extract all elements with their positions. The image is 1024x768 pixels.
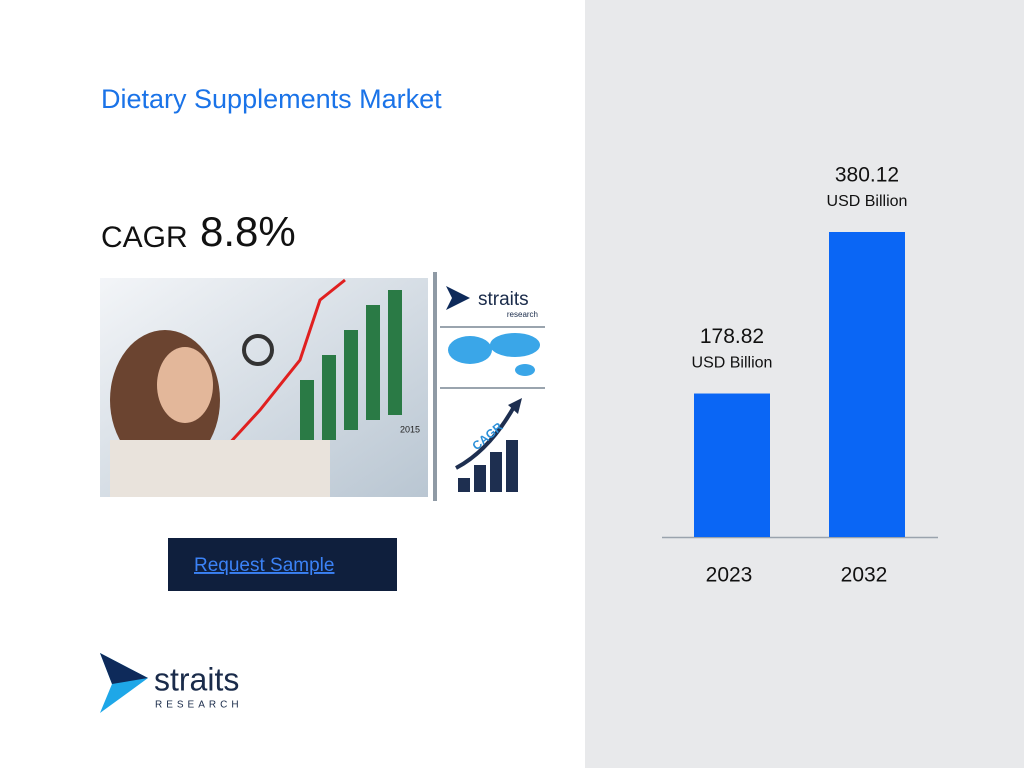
value-label: 178.82 [700, 325, 764, 348]
value-unit: USD Billion [827, 193, 908, 210]
request-sample-button[interactable]: Request Sample [168, 538, 397, 591]
logo-name: straits [154, 661, 239, 697]
x-tick-label: 2032 [841, 564, 888, 587]
button-label[interactable]: Request Sample [194, 555, 334, 576]
logo: straits RESEARCH [100, 653, 243, 713]
value-label: 380.12 [835, 164, 899, 187]
side-icons: straits research CAGR [440, 278, 545, 492]
button-bg[interactable] [168, 538, 397, 591]
side-logo-name: straits [478, 289, 529, 310]
divider [433, 272, 437, 501]
cagr-label: CAGR [101, 221, 188, 254]
bar [829, 232, 905, 537]
logo-sub: RESEARCH [155, 700, 243, 711]
right-panel [585, 0, 1024, 768]
photo-year: 2015 [400, 424, 420, 434]
x-tick-label: 2023 [706, 564, 753, 587]
cagr-value: 8.8% [200, 208, 296, 255]
photo: 2015 [100, 278, 428, 497]
side-logo-sub: research [507, 310, 538, 319]
value-unit: USD Billion [692, 355, 773, 372]
title: Dietary Supplements Market [101, 84, 442, 114]
bar [694, 393, 770, 537]
